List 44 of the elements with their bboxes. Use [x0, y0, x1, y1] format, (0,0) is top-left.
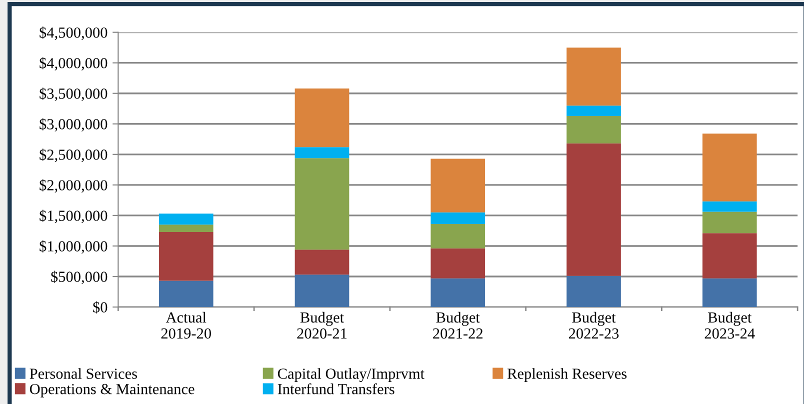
- bar: [294, 158, 350, 250]
- legend-label: Personal Services: [30, 368, 137, 379]
- bar: [158, 224, 214, 232]
- bar: [702, 212, 757, 234]
- bar: [566, 276, 621, 308]
- bar: [566, 116, 621, 144]
- x-tick-label: Budget 2022-23: [568, 312, 619, 339]
- x-tick-label: Budget 2021-22: [433, 312, 482, 339]
- y-tick-label: $1,500,000: [40, 210, 108, 224]
- legend-label: Replenish Reserves: [507, 368, 627, 382]
- x-tick-label: Budget 2020-21: [297, 312, 347, 339]
- y-tick-label: $2,000,000: [40, 179, 108, 193]
- bar: [294, 274, 350, 308]
- bar: [294, 88, 350, 148]
- bar: [702, 233, 757, 278]
- y-tick-label: $500,000: [51, 270, 108, 284]
- legend-label: Operations & Maintenance: [30, 384, 194, 398]
- bar: [566, 48, 621, 106]
- bar: [430, 278, 486, 308]
- y-tick-label: $4,500,000: [40, 26, 108, 40]
- y-tick-label: $0: [93, 301, 108, 314]
- bar: [566, 106, 621, 116]
- bar: [158, 232, 214, 281]
- bar: [430, 224, 486, 248]
- y-tick-label: $4,000,000: [40, 57, 108, 70]
- bar: [702, 201, 757, 212]
- legend-label: Capital Outlay/Imprvmt: [278, 368, 424, 382]
- x-tick-label: Budget 2023-24: [704, 312, 755, 339]
- bar: [158, 214, 214, 225]
- bar: [430, 248, 486, 278]
- y-tick-label: $1,000,000: [40, 240, 108, 254]
- bar: [294, 147, 350, 158]
- bar: [294, 250, 350, 275]
- bar: [430, 212, 486, 224]
- y-tick-label: $3,000,000: [40, 118, 108, 132]
- y-tick-label: $3,500,000: [40, 88, 108, 102]
- bar: [566, 143, 621, 276]
- x-tick-label: Actual 2019-20: [161, 312, 212, 339]
- y-tick-label: $2,500,000: [40, 148, 108, 162]
- bar: [158, 280, 214, 308]
- bar: [702, 278, 757, 308]
- legend-label: Interfund Transfers: [278, 383, 394, 394]
- bar: [430, 158, 486, 212]
- bar: [702, 134, 757, 202]
